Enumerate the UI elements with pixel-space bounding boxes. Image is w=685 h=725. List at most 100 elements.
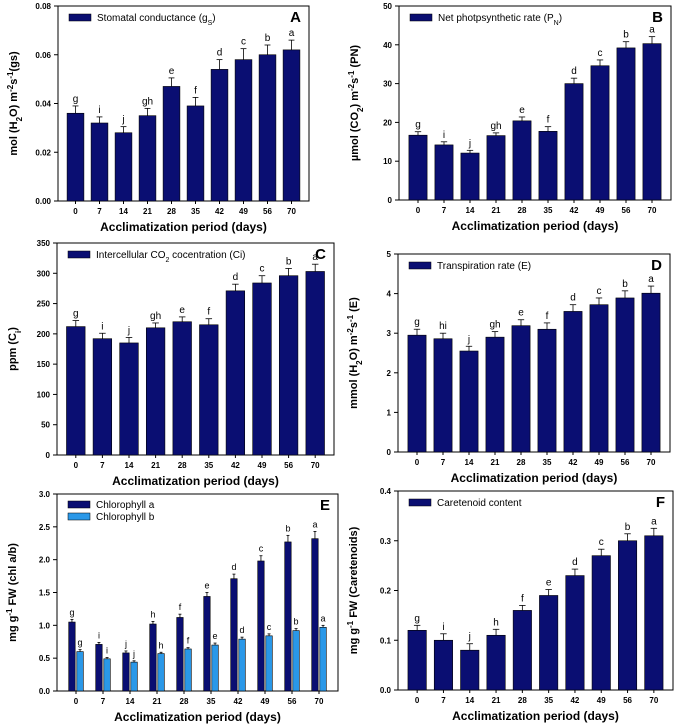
legend-swatch-e [67, 500, 91, 509]
significance-letter-d: f [546, 311, 549, 322]
x-tick-label-c: 21 [151, 461, 160, 470]
x-tick-label-f: 42 [570, 696, 579, 705]
y-tick-label-c: 50 [41, 421, 50, 430]
y-tick-label-e: 0.0 [39, 687, 51, 696]
significance-letter-f: e [546, 578, 552, 589]
significance-letter-b: j [468, 138, 471, 149]
x-tick-label-f: 70 [649, 696, 658, 705]
significance-letter-b: b [623, 30, 629, 41]
legend-swatch-c [67, 250, 91, 259]
x-tick-label-d: 42 [569, 458, 578, 467]
x-tick-label-a: 7 [97, 207, 102, 216]
bar-e-b-7 [103, 658, 111, 692]
x-tick-label-e: 42 [234, 697, 243, 706]
significance-letter-e: f [187, 636, 190, 646]
bar-d-70 [641, 292, 661, 453]
significance-letter-a: b [265, 33, 271, 44]
significance-letter-e: j [124, 639, 127, 649]
panel-e: E 0.0 0.5 1.0 1.5 2.0 2.5 3.0 0 g g 7 ii 14 jj 21 h h 28 f f… [5, 490, 339, 724]
significance-letter-b: gh [490, 121, 501, 132]
bar-b-56 [616, 47, 636, 201]
x-tick-label-c: 42 [231, 461, 240, 470]
significance-letter-d: d [570, 293, 576, 304]
significance-letter-d: gh [489, 320, 500, 331]
bar-e-a-0 [68, 621, 76, 692]
x-tick-label-b: 7 [442, 206, 447, 215]
bar-e-b-70 [319, 627, 327, 692]
x-tick-label-c: 35 [204, 461, 213, 470]
legend-swatch-d [408, 261, 432, 270]
x-tick-label-f: 35 [544, 696, 553, 705]
plot-frame-b [398, 5, 672, 201]
bar-b-28 [512, 120, 532, 201]
significance-letter-d: b [622, 279, 628, 290]
x-tick-label-e: 28 [180, 697, 189, 706]
x-tick-label-a: 28 [167, 207, 176, 216]
bar-e-b-42 [238, 638, 246, 692]
x-tick-label-c: 0 [74, 461, 79, 470]
significance-letter-c: e [179, 305, 185, 316]
bar-e-a-14 [122, 652, 130, 692]
y-tick-label-b: 20 [383, 118, 392, 127]
bar-c-42 [225, 290, 246, 456]
y-tick-label-a: 0.02 [35, 148, 51, 157]
y-tick-label-c: 250 [37, 300, 51, 309]
x-tick-label-b: 0 [416, 206, 421, 215]
plot-frame-d [397, 253, 671, 453]
significance-letter-d: c [597, 286, 602, 297]
bar-a-35 [186, 105, 205, 202]
bar-c-49 [252, 282, 272, 456]
y-tick-label-b: 30 [383, 80, 392, 89]
bar-f-56 [618, 540, 638, 691]
bar-a-0 [66, 112, 85, 202]
y-tick-label-b: 40 [383, 41, 392, 50]
x-tick-label-b: 21 [492, 206, 501, 215]
y-tick-label-f: 0.4 [380, 487, 392, 496]
bar-d-21 [485, 336, 505, 453]
y-tick-label-b: 0 [388, 196, 393, 205]
significance-letter-c: gh [150, 311, 161, 322]
significance-letter-e: d [231, 562, 236, 572]
panel-f: F 0.0 0.1 0.2 0.3 0.4 0 g 7 i 14 j 21 h 28 f 35 e 42 d 49 c 56… [346, 487, 674, 723]
x-tick-label-f: 49 [597, 696, 606, 705]
y-tick-label-b: 50 [383, 2, 392, 11]
significance-letter-e: a [321, 613, 326, 623]
legend-label-b: Net photpsynthetic rate (PN) [438, 13, 562, 27]
significance-letter-d: g [414, 317, 420, 328]
significance-letter-e: a [312, 519, 317, 529]
y-tick-label-a: 0.08 [35, 2, 51, 11]
significance-letter-c: a [312, 252, 318, 263]
significance-letter-b: d [571, 66, 577, 77]
x-tick-label-f: 0 [415, 696, 420, 705]
bar-f-21 [486, 634, 506, 691]
significance-letter-e: e [204, 581, 209, 591]
x-axis-label-b: Acclimatization period (days) [452, 219, 619, 233]
bar-a-14 [114, 132, 133, 202]
significance-letter-e: i [98, 630, 100, 640]
y-tick-label-d: 2 [387, 369, 392, 378]
significance-letter-b: f [547, 115, 550, 126]
bar-b-35 [538, 131, 558, 201]
bar-d-0 [407, 334, 427, 453]
y-tick-label-a: 0.00 [35, 197, 51, 206]
panel-a: A 0.00 0.02 0.04 0.06 0.08 0 g 7 i 14 j 21 gh 28 e 35 f 42… [6, 2, 310, 234]
bar-f-14 [460, 649, 480, 691]
bar-d-35 [537, 328, 557, 453]
x-axis-label-f: Acclimatization period (days) [452, 709, 619, 723]
y-tick-label-c: 100 [37, 390, 51, 399]
y-tick-label-f: 0.3 [380, 537, 392, 546]
x-tick-label-a: 56 [263, 207, 272, 216]
bar-f-35 [539, 595, 559, 691]
legend-label-a: Stomatal conductance (gS) [97, 13, 216, 27]
y-tick-label-e: 2.5 [39, 523, 51, 532]
y-tick-label-e: 2.0 [39, 556, 51, 565]
legend-label-c: Intercellular CO2 cocentration (Ci) [96, 250, 246, 264]
x-tick-label-e: 49 [261, 697, 270, 706]
bar-c-7 [92, 338, 113, 456]
x-tick-label-d: 7 [441, 458, 446, 467]
significance-letter-c: j [127, 325, 130, 336]
significance-letter-a: d [217, 48, 223, 59]
x-tick-label-e: 70 [315, 697, 324, 706]
panel-b: B 0 10 20 30 40 50 0 g 7 i 14 j 21 gh 28 e 35 f 42 d 49 c 56 b 70… [347, 2, 672, 233]
x-tick-label-a: 21 [143, 207, 152, 216]
